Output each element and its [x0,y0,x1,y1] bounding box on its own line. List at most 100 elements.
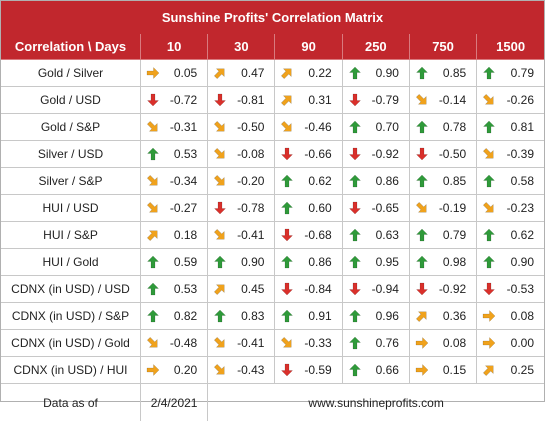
correlation-value: -0.81 [237,87,264,113]
correlation-cell: -0.20 [208,168,275,195]
footer-label: Data as of [1,384,141,421]
correlation-value: 0.90 [511,249,534,275]
correlation-value: 0.53 [174,276,197,302]
correlation-value: -0.08 [237,141,264,167]
arrow-up-icon [146,309,160,323]
arrow-right-icon [482,336,496,350]
arrow-up-icon [348,309,362,323]
correlation-value: 0.98 [443,249,466,275]
arrow-up-icon [348,120,362,134]
correlation-value: -0.65 [372,195,399,221]
correlation-cell: 0.53 [141,141,208,168]
correlation-cell: 0.45 [208,276,275,303]
correlation-value: 0.18 [174,222,197,248]
correlation-cell: 0.83 [208,303,275,330]
correlation-value: -0.92 [372,141,399,167]
correlation-cell: 0.70 [342,114,409,141]
correlation-value: 0.45 [241,276,264,302]
correlation-value: 0.22 [308,60,331,86]
correlation-cell: 0.05 [141,60,208,87]
arrow-down-icon [348,93,362,107]
arrow-up-right-icon [415,309,429,323]
arrow-up-icon [415,66,429,80]
correlation-cell: -0.31 [141,114,208,141]
correlation-cell: 0.81 [477,114,544,141]
arrow-down-icon [348,201,362,215]
arrow-down-right-icon [213,228,227,242]
correlation-cell: -0.59 [275,357,342,384]
arrow-down-icon [280,228,294,242]
row-label: CDNX (in USD) / USD [1,276,141,303]
arrow-up-icon [415,255,429,269]
correlation-value: 0.62 [511,222,534,248]
row-label: HUI / S&P [1,222,141,249]
arrow-down-right-icon [280,120,294,134]
correlation-cell: -0.66 [275,141,342,168]
corner-header: Correlation \ Days [1,34,141,60]
correlation-cell: -0.34 [141,168,208,195]
correlation-cell: 0.90 [477,249,544,276]
correlation-value: 0.15 [443,357,466,383]
correlation-cell: -0.53 [477,276,544,303]
correlation-cell: 0.58 [477,168,544,195]
correlation-cell: 0.25 [477,357,544,384]
correlation-value: 0.25 [511,357,534,383]
arrow-up-right-icon [213,66,227,80]
correlation-value: 0.78 [443,114,466,140]
footer-date: 2/4/2021 [141,384,208,421]
correlation-value: 0.79 [443,222,466,248]
correlation-value: 0.36 [443,303,466,329]
correlation-cell: -0.48 [141,330,208,357]
correlation-cell: 0.90 [342,60,409,87]
correlation-table: Correlation \ Days 10 30 90 250 750 1500… [1,34,544,421]
correlation-value: -0.41 [237,222,264,248]
period-header-750: 750 [409,34,476,60]
arrow-up-right-icon [482,363,496,377]
arrow-down-icon [280,282,294,296]
arrow-down-right-icon [213,147,227,161]
correlation-value: -0.84 [304,276,331,302]
correlation-cell: 0.86 [342,168,409,195]
arrow-up-icon [415,174,429,188]
arrow-down-icon [213,93,227,107]
arrow-up-right-icon [213,282,227,296]
correlation-cell: 0.15 [409,357,476,384]
correlation-value: 0.70 [376,114,399,140]
correlation-cell: 0.53 [141,276,208,303]
arrow-right-icon [415,363,429,377]
arrow-up-icon [280,309,294,323]
arrow-down-right-icon [213,120,227,134]
arrow-down-right-icon [146,201,160,215]
correlation-value: 0.58 [511,168,534,194]
correlation-cell: -0.68 [275,222,342,249]
correlation-value: -0.43 [237,357,264,383]
correlation-cell: -0.81 [208,87,275,114]
arrow-right-icon [146,66,160,80]
arrow-up-icon [213,309,227,323]
arrow-up-icon [415,120,429,134]
arrow-down-icon [146,93,160,107]
row-label: Silver / S&P [1,168,141,195]
correlation-value: -0.33 [304,330,331,356]
correlation-value: 0.20 [174,357,197,383]
correlation-cell: 0.82 [141,303,208,330]
footer-row: Data as of 2/4/2021 www.sunshineprofits.… [1,384,544,421]
arrow-up-icon [280,174,294,188]
correlation-cell: -0.50 [208,114,275,141]
correlation-cell: -0.94 [342,276,409,303]
arrow-up-right-icon [280,66,294,80]
correlation-value: 0.53 [174,141,197,167]
correlation-value: 0.76 [376,330,399,356]
correlation-cell: 0.18 [141,222,208,249]
correlation-cell: -0.46 [275,114,342,141]
correlation-cell: -0.27 [141,195,208,222]
arrow-down-right-icon [146,336,160,350]
row-label: Gold / USD [1,87,141,114]
correlation-cell: -0.84 [275,276,342,303]
correlation-cell: 0.08 [409,330,476,357]
correlation-cell: -0.14 [409,87,476,114]
correlation-value: -0.53 [507,276,534,302]
